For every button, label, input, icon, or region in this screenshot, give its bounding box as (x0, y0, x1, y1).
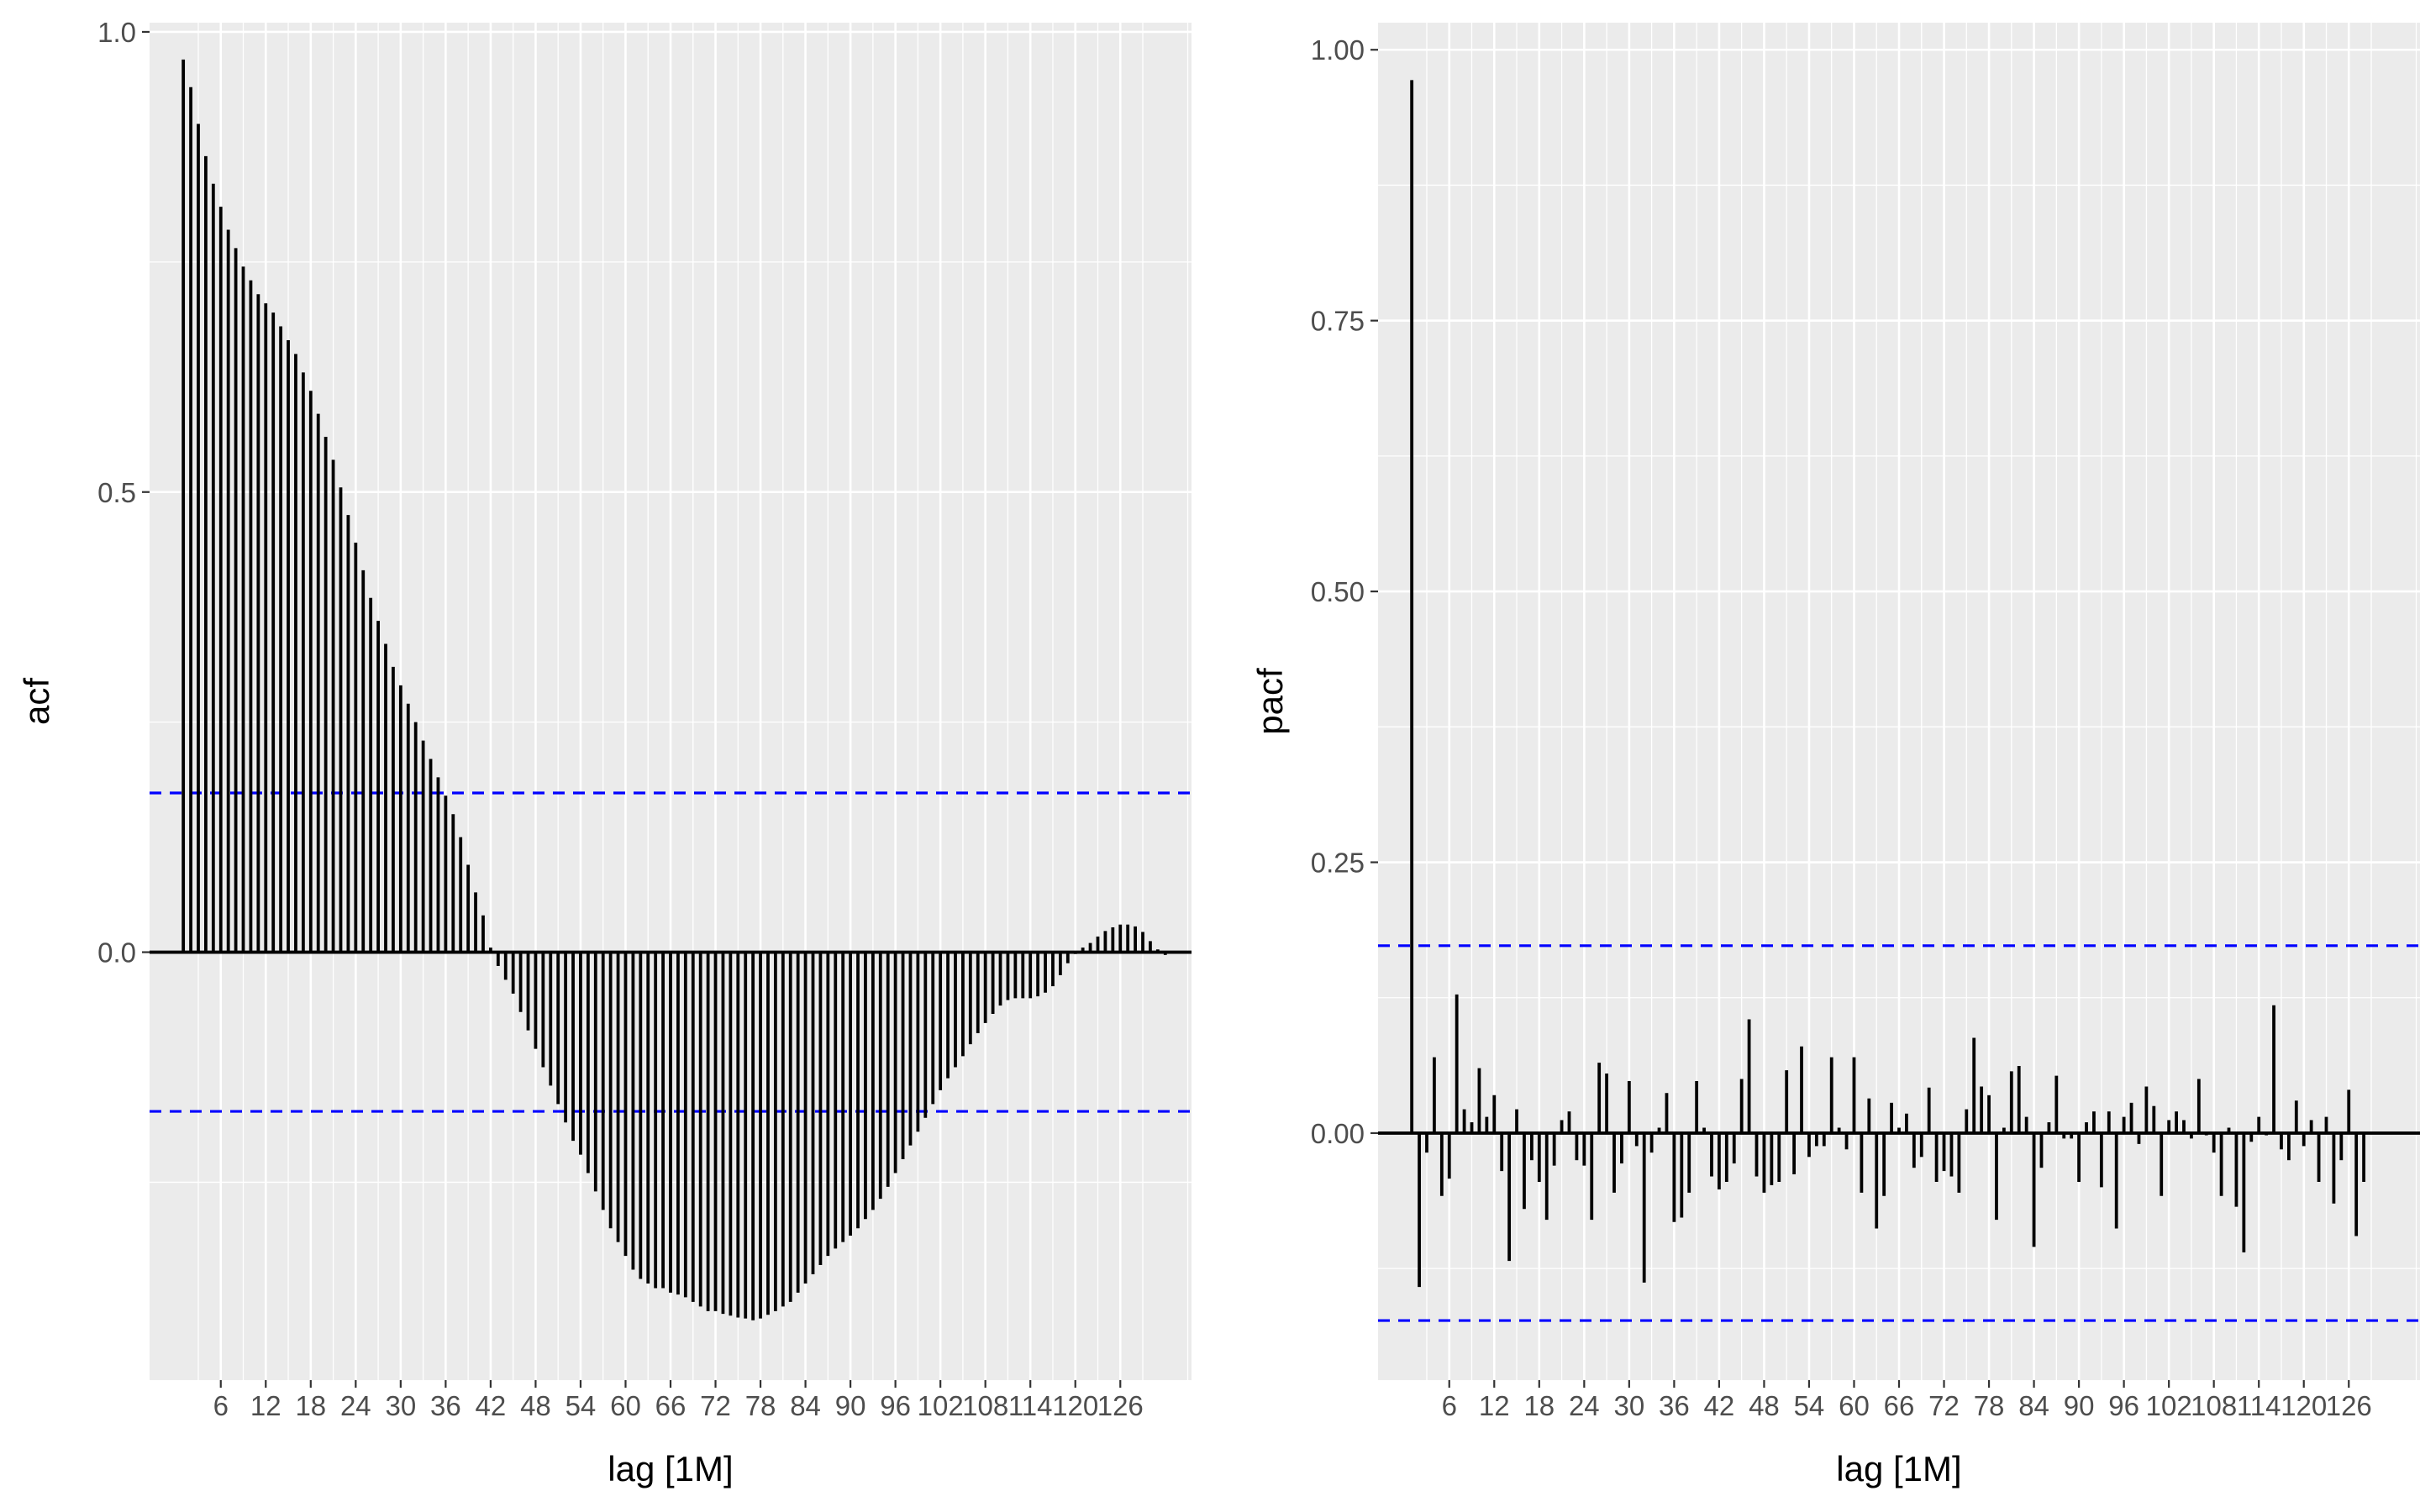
x-tick-label: 18 (1523, 1390, 1555, 1421)
x-tick-label: 84 (2018, 1390, 2049, 1421)
x-tick-label: 60 (610, 1390, 641, 1421)
y-tick-label: 0.00 (1311, 1118, 1365, 1149)
x-tick-label: 120 (1052, 1390, 1098, 1421)
x-tick-label: 30 (1613, 1390, 1644, 1421)
x-tick-label: 108 (2191, 1390, 2237, 1421)
x-tick-label: 114 (1008, 1390, 1053, 1421)
x-tick-label: 114 (2237, 1390, 2281, 1421)
y-tick-label: 0.0 (97, 937, 136, 969)
y-tick-label: 1.00 (1311, 34, 1365, 66)
x-axis-title: lag [1M] (608, 1449, 733, 1488)
x-tick-label: 6 (213, 1390, 229, 1421)
x-tick-label: 78 (745, 1390, 776, 1421)
x-tick-label: 72 (700, 1390, 731, 1421)
x-tick-label: 66 (1884, 1390, 1915, 1421)
x-tick-label: 12 (1479, 1390, 1510, 1421)
x-tick-label: 66 (655, 1390, 687, 1421)
x-tick-label: 24 (1569, 1390, 1600, 1421)
pacf-panel: 0.00 0.25 0.50 0.75 1.00 6 12 18 24 30 36 42 48 54 60 6… (1250, 23, 2420, 1488)
x-axis-title: lag [1M] (1836, 1449, 1961, 1488)
x-tick-label: 102 (918, 1390, 964, 1421)
x-tick-label: 6 (1442, 1390, 1457, 1421)
x-tick-label: 12 (250, 1390, 281, 1421)
acf-panel: 0.0 0.5 1.0 6 12 18 24 30 36 42 48 54 60 66 72 78 84 90 96… (17, 17, 1192, 1488)
x-tick-label: 90 (2064, 1390, 2095, 1421)
x-tick-label: 96 (2108, 1390, 2139, 1421)
x-tick-label: 24 (340, 1390, 371, 1421)
y-tick-label: 0.5 (97, 477, 136, 508)
y-tick-label: 0.25 (1311, 848, 1365, 879)
x-tick-label: 48 (520, 1390, 551, 1421)
x-tick-label: 54 (1794, 1390, 1825, 1421)
x-tick-label: 36 (430, 1390, 461, 1421)
y-tick-label: 0.50 (1311, 576, 1365, 607)
y-tick-label: 0.75 (1311, 306, 1365, 337)
x-tick-label: 54 (566, 1390, 597, 1421)
y-tick-label: 1.0 (97, 17, 136, 48)
x-tick-label: 72 (1928, 1390, 1960, 1421)
y-axis-title: acf (17, 678, 56, 725)
x-tick-label: 48 (1749, 1390, 1780, 1421)
x-tick-label: 120 (2281, 1390, 2327, 1421)
x-tick-label: 42 (476, 1390, 507, 1421)
y-axis-title: pacf (1250, 668, 1290, 735)
x-tick-label: 126 (1097, 1390, 1144, 1421)
x-tick-label: 102 (2146, 1390, 2192, 1421)
x-tick-label: 108 (962, 1390, 1008, 1421)
x-tick-label: 18 (295, 1390, 326, 1421)
x-tick-label: 96 (880, 1390, 911, 1421)
x-tick-label: 84 (790, 1390, 821, 1421)
x-tick-label: 60 (1839, 1390, 1870, 1421)
x-tick-label: 78 (1974, 1390, 2005, 1421)
x-tick-label: 36 (1659, 1390, 1690, 1421)
x-tick-label: 30 (385, 1390, 416, 1421)
x-tick-label: 42 (1704, 1390, 1735, 1421)
x-tick-label: 90 (835, 1390, 866, 1421)
x-tick-label: 126 (2326, 1390, 2372, 1421)
